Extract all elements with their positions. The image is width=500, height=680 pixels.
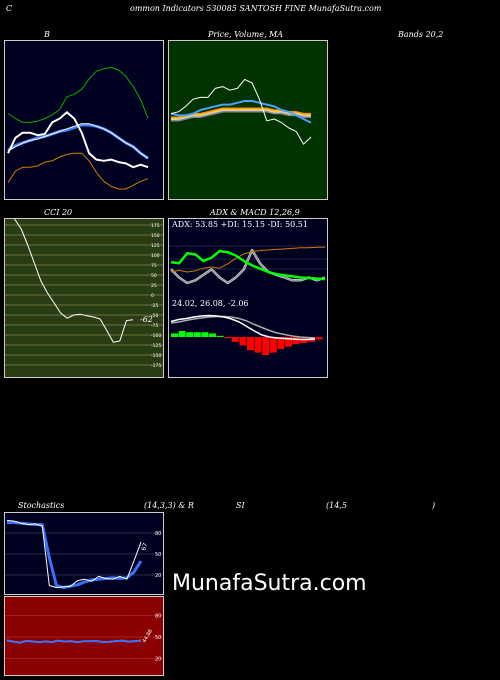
- cci-tick-label: -150: [151, 353, 161, 359]
- macd-histogram-bar: [186, 332, 194, 337]
- macd-line: [170, 314, 316, 341]
- rsi-value-label: 44.88: [142, 629, 154, 644]
- cci-tick-label: -125: [151, 343, 161, 349]
- cci-line: [13, 219, 134, 343]
- price-line: [170, 78, 312, 145]
- watermark: MunafaSutra.com: [172, 571, 367, 596]
- macd-histogram-bar: [201, 332, 209, 337]
- stoch-title-5: ): [432, 501, 436, 510]
- close-price-line: [7, 111, 149, 169]
- lower-band-line: [7, 152, 149, 190]
- upper-band-line: [7, 66, 149, 123]
- bollinger-chart: [7, 66, 149, 190]
- cci-panel: 175 150 125 100 75 50 25 0 -25 -50 -75 -100 -125 -150…: [4, 218, 164, 378]
- cci-tick-label: 175: [151, 223, 160, 229]
- adx-macd-chart: [169, 245, 327, 355]
- cci-tick-label: -100: [151, 333, 161, 339]
- cci-tick-label: 150: [151, 233, 160, 239]
- macd-histogram-bar: [292, 337, 300, 345]
- stochastics-chart: 80 50 20 67: [5, 519, 163, 590]
- bollinger-panel: [4, 40, 164, 200]
- macd-histogram-bar: [209, 333, 216, 337]
- macd-histogram-bar: [254, 337, 262, 353]
- macd-histogram-bar: [224, 337, 232, 339]
- macd-histogram-bar: [285, 337, 292, 347]
- cci-value: -62: [140, 315, 153, 324]
- macd-histogram-bar: [262, 337, 270, 355]
- bands-label-right: Bands 20,2: [398, 30, 444, 39]
- adx-line: [170, 249, 326, 281]
- macd-histogram-bar: [231, 337, 239, 342]
- cci-tick-label: 75: [151, 263, 157, 269]
- stochastics-panel: 80 50 20 67: [4, 512, 164, 595]
- adx-macd-panel: ADX: 53.85 +DI: 15.15 -DI: 50.51 24.02, …: [168, 218, 328, 378]
- adx-values: ADX: 53.85 +DI: 15.15 -DI: 50.51: [172, 220, 308, 229]
- stoch-title-4: (14,5: [326, 501, 347, 510]
- macd-histogram-bar: [193, 332, 201, 337]
- price-panel: [168, 40, 328, 200]
- moving-average-line-2: [171, 109, 311, 120]
- stoch-tick-label: 20: [155, 573, 161, 579]
- cci-tick-label: 125: [151, 243, 160, 249]
- plus-di-line: [170, 246, 325, 273]
- rsi-panel: 80 50 20 44.88: [4, 596, 164, 676]
- adx-macd-title: ADX & MACD 12,26,9: [210, 208, 300, 217]
- macd-histogram-bar: [269, 337, 277, 353]
- macd-histogram-bar: [247, 337, 254, 351]
- rsi-tick-label: 50: [155, 635, 161, 641]
- cci-title: CCI 20: [44, 208, 73, 217]
- rsi-tick-label: 80: [155, 613, 161, 619]
- stoch-title-2: (14,3,3) & R: [144, 501, 194, 510]
- cci-tick-label: -175: [151, 363, 161, 369]
- stoch-tick-label: 80: [155, 531, 161, 537]
- cci-chart: 175 150 125 100 75 50 25 0 -25 -50 -75 -100 -125 -150…: [5, 219, 163, 369]
- stoch-k-line: [6, 519, 142, 589]
- stoch-d-line: [7, 521, 143, 590]
- minus-di-line: [170, 249, 326, 284]
- macd-histogram-bar: [216, 335, 224, 337]
- macd-histogram-bar: [239, 337, 247, 346]
- moving-average-line-4: [171, 111, 311, 122]
- price-title: Price, Volume, MA: [208, 30, 284, 39]
- macd-values: 24.02, 26.08, -2.06: [172, 299, 249, 308]
- stoch-title-3: SI: [236, 501, 245, 510]
- stoch-title-1: Stochastics: [18, 501, 65, 510]
- bands-label-left: B: [44, 30, 50, 39]
- ma-blue-line: [170, 100, 312, 124]
- macd-histogram-bar: [315, 337, 323, 340]
- stoch-tick-label: 50: [155, 552, 161, 558]
- macd-histogram-bar: [171, 333, 178, 337]
- header-c: C: [6, 4, 13, 13]
- cci-tick-label: 100: [151, 253, 160, 259]
- cci-tick-label: -75: [151, 323, 158, 329]
- cci-tick-label: 0: [151, 293, 154, 299]
- macd-histogram-bar: [277, 337, 285, 349]
- moving-average-line-3: [171, 110, 311, 121]
- price-chart: [170, 78, 312, 145]
- cci-tick-label: -50: [151, 313, 158, 319]
- rsi-tick-label: 20: [155, 657, 161, 663]
- cci-tick-label: 50: [151, 273, 157, 279]
- macd-histogram-bar: [178, 331, 186, 337]
- macd-signal-line: [170, 315, 316, 339]
- stoch-value-label: 67: [140, 542, 149, 552]
- cci-tick-label: -25: [151, 303, 158, 309]
- header-title: ommon Indicators 530085 SANTOSH FINE Mun…: [130, 4, 382, 13]
- rsi-chart: 80 50 20 44.88: [5, 613, 163, 663]
- cci-tick-label: 25: [151, 283, 157, 289]
- rsi-line: [6, 639, 142, 644]
